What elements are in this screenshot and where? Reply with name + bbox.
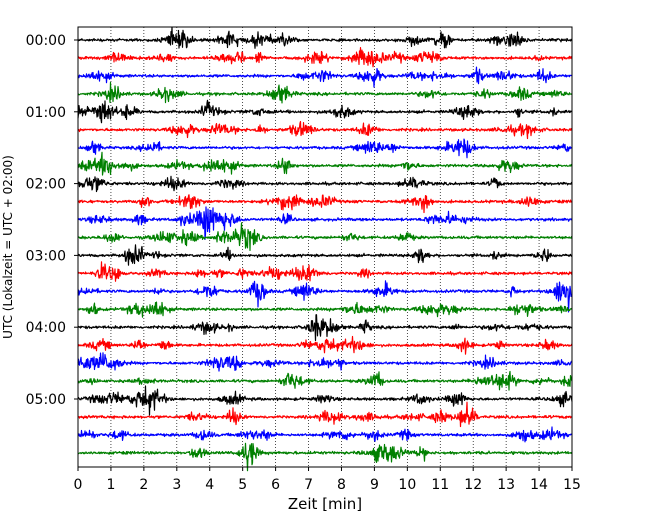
y-axis-label: UTC (Lokalzeit = UTC + 02:00) — [1, 155, 15, 339]
x-axis-label: Zeit [min] — [288, 495, 362, 513]
plot-frame — [77, 26, 573, 468]
grid — [110, 27, 540, 467]
x-tick-label: 7 — [304, 477, 313, 493]
seismogram-trace — [77, 47, 573, 68]
x-tick-label: 3 — [172, 477, 181, 493]
x-tick-label: 10 — [398, 477, 416, 493]
x-tick-label: 13 — [497, 477, 515, 493]
y-tick-label: 02:00 — [26, 177, 66, 193]
x-tick-label: 1 — [106, 477, 115, 493]
seismogram-trace — [77, 151, 573, 176]
x-tick-label: 11 — [431, 477, 449, 493]
seismogram-trace — [77, 99, 573, 124]
seismogram-trace — [77, 401, 573, 428]
seismogram-trace — [77, 66, 573, 88]
seismogram-trace — [77, 280, 573, 313]
seismogram-trace — [77, 352, 573, 372]
x-tick-label: 4 — [205, 477, 214, 493]
x-tick-label: 14 — [530, 477, 548, 493]
x-tick-label: 8 — [337, 477, 346, 493]
seismogram-trace — [77, 385, 573, 416]
seismogram-trace — [77, 81, 573, 104]
seismogram-trace — [77, 194, 573, 214]
seismogram-trace — [77, 301, 573, 318]
seismogram-trace — [77, 26, 573, 49]
seismogram-trace — [77, 370, 573, 391]
traces — [77, 26, 573, 472]
x-axis-ticks: 0 1 2 3 4 5 6 7 8 9 10 11 12 13 14 15 — [74, 467, 581, 493]
seismogram-trace — [77, 175, 573, 193]
x-tick-label: 15 — [563, 477, 581, 493]
x-tick-label: 2 — [139, 477, 148, 493]
y-tick-label: 03:00 — [26, 248, 66, 264]
seismogram-trace — [77, 222, 573, 252]
y-tick-label: 01:00 — [26, 105, 66, 121]
seismogram-trace — [77, 244, 573, 266]
x-tick-label: 12 — [464, 477, 482, 493]
seismogram-trace — [77, 314, 573, 342]
seismogram-trace — [77, 426, 573, 443]
y-tick-label: 04:00 — [26, 320, 66, 336]
seismogram-trace — [77, 335, 573, 355]
seismogram-trace — [77, 138, 573, 159]
seismogram-trace — [77, 206, 573, 240]
seismogram-trace — [77, 120, 573, 140]
x-tick-label: 5 — [238, 477, 247, 493]
x-tick-label: 6 — [271, 477, 280, 493]
y-axis-ticks: 00:00 01:00 02:00 03:00 04:00 05:00 — [26, 33, 78, 408]
seismogram-trace — [77, 261, 573, 282]
y-tick-label: 00:00 — [26, 33, 66, 49]
x-tick-label: 9 — [370, 477, 379, 493]
seismogram-trace — [77, 442, 573, 472]
x-tick-label: 0 — [74, 477, 83, 493]
y-tick-label: 05:00 — [26, 392, 66, 408]
